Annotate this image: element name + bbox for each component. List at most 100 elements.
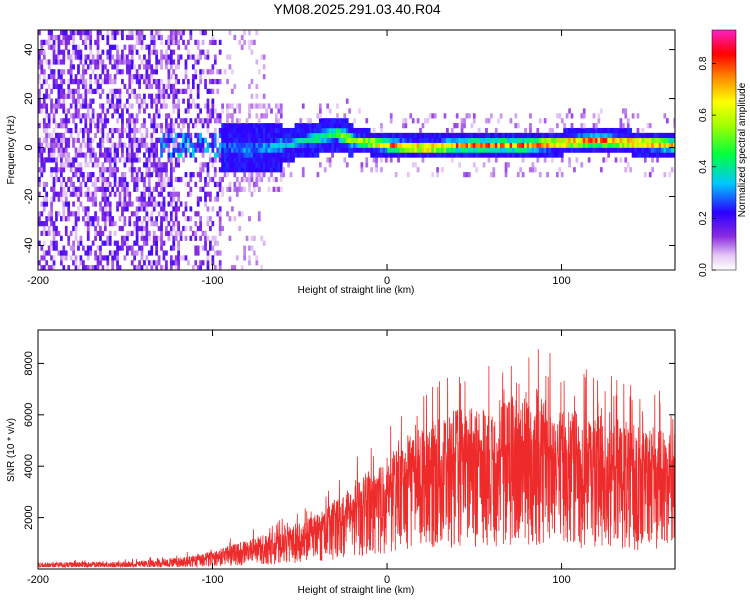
spectrogram-cell [72, 39, 75, 45]
spectrogram-cell [250, 235, 254, 241]
spectrogram-cell [94, 255, 97, 261]
spectrogram-cell [382, 132, 386, 139]
spectrogram-cell [609, 137, 613, 143]
spectrogram-cell [228, 157, 232, 163]
spectrogram-cell [653, 132, 657, 139]
spectrogram-cell [147, 230, 151, 237]
spectrogram-cell [289, 127, 293, 134]
spectrogram-cell [282, 132, 286, 139]
spectrogram-cell [40, 59, 44, 65]
spectrogram-cell [174, 216, 178, 222]
spectrogram-cell [177, 54, 181, 60]
spectrogram-cell [145, 172, 149, 178]
spectrogram-cell [582, 147, 586, 153]
spectrogram-cell [235, 103, 239, 109]
spectrogram-cell [360, 137, 364, 143]
spectrogram-cell [599, 142, 603, 148]
spectrogram-cell [575, 132, 579, 139]
spectrogram-cell [69, 88, 73, 94]
spectrogram-cell [101, 265, 105, 270]
spectrogram-cell [568, 132, 571, 139]
spectrogram-cell [50, 216, 53, 222]
spectrogram-cell [101, 216, 105, 222]
spectrogram-cell [116, 240, 119, 246]
spectrogram-cell [399, 152, 403, 158]
spectrogram-cell [101, 211, 105, 217]
spectrogram-cell [116, 265, 119, 270]
spectrogram-cell [223, 127, 227, 134]
spectrogram-cell [260, 176, 264, 183]
spectrogram-cell [658, 132, 662, 139]
spectrogram-cell [538, 142, 542, 148]
spectrogram-cell [455, 132, 459, 139]
spectrogram-cell [116, 88, 119, 94]
spectrogram-cell [243, 162, 246, 168]
spectrogram-cell [64, 191, 68, 197]
spectrogram-cell [152, 152, 156, 158]
spectrogram-cell [194, 69, 198, 75]
spectrogram-cell [221, 132, 224, 139]
spectrogram-cell [130, 211, 134, 217]
spectrogram-cell [165, 93, 168, 99]
spectrogram-cell [321, 118, 325, 124]
spectrogram-cell [101, 123, 105, 129]
spectrogram-cell [367, 147, 371, 153]
spectrogram-cell [86, 162, 90, 168]
spectrogram-cell [64, 157, 68, 163]
spectrogram-cell [226, 54, 229, 60]
spectrogram-cell [218, 206, 222, 212]
spectrogram-cell [150, 196, 154, 202]
spectrogram-cell [62, 98, 66, 104]
spectrogram-cell [143, 74, 146, 80]
spectrogram-cell [218, 250, 222, 256]
spectrogram-cell [355, 137, 359, 143]
spectrogram-cell [42, 118, 46, 124]
spectrogram-cell [480, 152, 483, 158]
spectrogram-cell [218, 221, 222, 227]
spectrogram-cell [370, 152, 374, 158]
spectrogram-cell [106, 260, 110, 266]
spectrogram-cell [424, 132, 427, 139]
spectrogram-cell [595, 137, 598, 143]
spectrogram-cell [362, 147, 366, 153]
spectrogram-cell [301, 167, 305, 173]
spectrogram-cell [536, 127, 540, 134]
spectrogram-cell [152, 98, 156, 104]
spectrogram-cell [187, 216, 190, 222]
spectrogram-cell [199, 54, 203, 60]
spectrogram-cell [233, 167, 237, 173]
spectrogram-ylabel: Frequency (Hz) [6, 116, 17, 185]
spectrogram-cell [504, 152, 508, 158]
spectrogram-cell [79, 240, 83, 246]
spectrogram-cell [91, 216, 95, 222]
spectrogram-cell [450, 157, 454, 163]
spectrogram-cell [179, 142, 183, 148]
spectrogram-cell [448, 147, 452, 153]
spectrogram-cell [64, 39, 68, 45]
spectrogram-cell [424, 118, 427, 124]
spectrogram-cell [245, 123, 249, 129]
spectrogram-cell [106, 39, 110, 45]
spectrogram-cell [338, 137, 342, 143]
spectrogram-cell [548, 142, 552, 148]
spectrogram-cell [150, 30, 154, 36]
spectrogram-cell [553, 152, 557, 158]
spectrogram-cell [555, 152, 559, 158]
spectrogram-cell [201, 69, 205, 75]
spectrogram-cell [182, 137, 185, 143]
spectrogram-cell [304, 132, 308, 139]
spectrogram-cell [42, 167, 46, 173]
spectrogram-cell [130, 54, 134, 60]
spectrogram-cell [311, 152, 315, 158]
spectrogram-cell [145, 255, 149, 261]
spectrogram-cell [209, 78, 212, 85]
spectrogram-cell [604, 142, 608, 148]
spectrogram-cell [558, 147, 562, 153]
spectrogram-cell [450, 152, 454, 158]
spectrogram-cell [116, 49, 119, 55]
spectrogram-cell [257, 123, 261, 129]
spectrogram-cell [189, 172, 193, 178]
spectrogram-cell [201, 162, 205, 168]
spectrogram-cell [265, 142, 268, 148]
spectrogram-cell [582, 123, 586, 129]
